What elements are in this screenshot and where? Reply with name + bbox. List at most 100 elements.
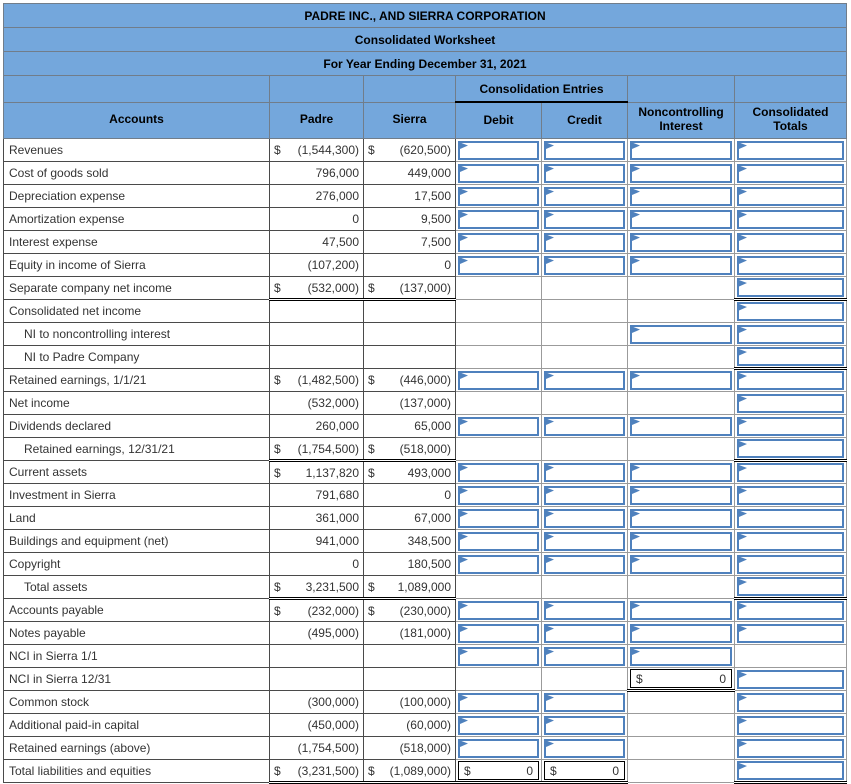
noncontrolling-interest-input-box[interactable] bbox=[630, 232, 732, 252]
consolidated-total-input-box[interactable] bbox=[737, 232, 844, 252]
noncontrolling-interest-input-box[interactable] bbox=[630, 140, 732, 160]
credit-input-box[interactable] bbox=[544, 646, 625, 666]
credit-input-box[interactable] bbox=[544, 485, 625, 505]
table-row: NCI in Sierra 12/31 $0 bbox=[3, 667, 847, 692]
padre-value bbox=[269, 644, 364, 668]
consolidated-total-input-box[interactable] bbox=[737, 623, 844, 643]
noncontrolling-interest-input-box[interactable] bbox=[630, 554, 732, 574]
debit-input-box[interactable] bbox=[458, 370, 539, 390]
consolidated-total-cell bbox=[734, 759, 847, 784]
credit-input-box[interactable] bbox=[544, 416, 625, 436]
consolidated-total-input-box[interactable] bbox=[737, 463, 844, 482]
debit-input-box[interactable] bbox=[458, 508, 539, 528]
debit-entered-value[interactable]: $0 bbox=[458, 761, 539, 780]
noncontrolling-interest-input-box[interactable] bbox=[630, 485, 732, 505]
debit-input-box[interactable] bbox=[458, 462, 539, 482]
debit-input-box[interactable] bbox=[458, 209, 539, 229]
credit-input-box[interactable] bbox=[544, 140, 625, 160]
comment-flag-icon bbox=[632, 326, 640, 333]
consolidated-total-input-box[interactable] bbox=[737, 601, 844, 620]
debit-input-box[interactable] bbox=[458, 623, 539, 643]
consolidated-total-input-box[interactable] bbox=[737, 209, 844, 229]
credit-input-box[interactable] bbox=[544, 715, 625, 735]
credit-input-box[interactable] bbox=[544, 232, 625, 252]
noncontrolling-interest-input-box[interactable] bbox=[630, 255, 732, 275]
debit-input-box[interactable] bbox=[458, 531, 539, 551]
consolidated-total-input-box[interactable] bbox=[737, 692, 844, 712]
comment-flag-icon bbox=[460, 602, 468, 609]
credit-input-box[interactable] bbox=[544, 370, 625, 390]
credit-input-box[interactable] bbox=[544, 623, 625, 643]
currency-symbol: $ bbox=[368, 579, 375, 594]
consolidated-total-input-box[interactable] bbox=[737, 761, 844, 780]
consolidated-total-input-box[interactable] bbox=[737, 278, 844, 297]
noncontrolling-interest-entered-value[interactable]: $0 bbox=[630, 669, 732, 688]
sierra-value bbox=[363, 644, 456, 668]
debit-input-box[interactable] bbox=[458, 738, 539, 758]
consolidated-total-input-box[interactable] bbox=[737, 531, 844, 551]
noncontrolling-interest-input-box[interactable] bbox=[630, 646, 732, 666]
currency-symbol: $ bbox=[274, 603, 281, 618]
consolidated-total-input-box[interactable] bbox=[737, 393, 844, 413]
debit-input-box[interactable] bbox=[458, 646, 539, 666]
consolidated-total-input-box[interactable] bbox=[737, 508, 844, 528]
consolidated-total-input-box[interactable] bbox=[737, 347, 844, 366]
noncontrolling-interest-input-box[interactable] bbox=[630, 623, 732, 643]
debit-input-box[interactable] bbox=[458, 163, 539, 183]
consolidated-total-input-box[interactable] bbox=[737, 439, 844, 458]
consolidated-total-input-box[interactable] bbox=[737, 577, 844, 596]
credit-input-box[interactable] bbox=[544, 738, 625, 758]
debit-input-box[interactable] bbox=[458, 232, 539, 252]
consolidated-total-input-box[interactable] bbox=[737, 485, 844, 505]
account-label: Total liabilities and equities bbox=[3, 759, 270, 783]
credit-input-box[interactable] bbox=[544, 209, 625, 229]
consolidated-total-input-box[interactable] bbox=[737, 554, 844, 574]
consolidated-total-input-box[interactable] bbox=[737, 371, 844, 390]
noncontrolling-interest-input-box[interactable] bbox=[630, 462, 732, 482]
credit-input-box[interactable] bbox=[544, 508, 625, 528]
padre-value: 0 bbox=[269, 207, 364, 231]
credit-input-box[interactable] bbox=[544, 554, 625, 574]
sierra-value: 67,000 bbox=[363, 506, 456, 530]
noncontrolling-interest-input-box[interactable] bbox=[630, 370, 732, 390]
consolidated-total-input-box[interactable] bbox=[737, 324, 844, 344]
debit-input-box[interactable] bbox=[458, 416, 539, 436]
noncontrolling-interest-input-box[interactable] bbox=[630, 163, 732, 183]
consolidated-total-input-box[interactable] bbox=[737, 302, 844, 321]
amount: 1,137,820 bbox=[305, 465, 359, 480]
debit-input-box[interactable] bbox=[458, 554, 539, 574]
consolidated-total-input-box[interactable] bbox=[737, 255, 844, 275]
credit-input-box[interactable] bbox=[544, 692, 625, 712]
credit-input-box[interactable] bbox=[544, 600, 625, 620]
debit-input-box[interactable] bbox=[458, 485, 539, 505]
consolidated-total-input-box[interactable] bbox=[737, 738, 844, 758]
noncontrolling-interest-input-box[interactable] bbox=[630, 416, 732, 436]
debit-input-box[interactable] bbox=[458, 600, 539, 620]
noncontrolling-interest-cell bbox=[627, 506, 735, 530]
credit-input-box[interactable] bbox=[544, 186, 625, 206]
padre-value bbox=[269, 322, 364, 346]
noncontrolling-interest-input-box[interactable] bbox=[630, 324, 732, 344]
credit-entered-value[interactable]: $0 bbox=[544, 761, 625, 780]
credit-input-box[interactable] bbox=[544, 163, 625, 183]
consolidated-total-input-box[interactable] bbox=[737, 416, 844, 436]
debit-input-box[interactable] bbox=[458, 186, 539, 206]
consolidated-total-input-box[interactable] bbox=[737, 669, 844, 689]
amount: (230,000) bbox=[399, 603, 451, 618]
noncontrolling-interest-input-box[interactable] bbox=[630, 508, 732, 528]
noncontrolling-interest-input-box[interactable] bbox=[630, 209, 732, 229]
debit-input-box[interactable] bbox=[458, 692, 539, 712]
credit-input-box[interactable] bbox=[544, 462, 625, 482]
noncontrolling-interest-input-box[interactable] bbox=[630, 531, 732, 551]
credit-input-box[interactable] bbox=[544, 255, 625, 275]
consolidated-total-input-box[interactable] bbox=[737, 163, 844, 183]
credit-input-box[interactable] bbox=[544, 531, 625, 551]
consolidated-total-input-box[interactable] bbox=[737, 186, 844, 206]
debit-input-box[interactable] bbox=[458, 255, 539, 275]
debit-input-box[interactable] bbox=[458, 715, 539, 735]
noncontrolling-interest-input-box[interactable] bbox=[630, 186, 732, 206]
consolidated-total-input-box[interactable] bbox=[737, 140, 844, 160]
debit-input-box[interactable] bbox=[458, 140, 539, 160]
consolidated-total-input-box[interactable] bbox=[737, 715, 844, 735]
noncontrolling-interest-input-box[interactable] bbox=[630, 600, 732, 620]
